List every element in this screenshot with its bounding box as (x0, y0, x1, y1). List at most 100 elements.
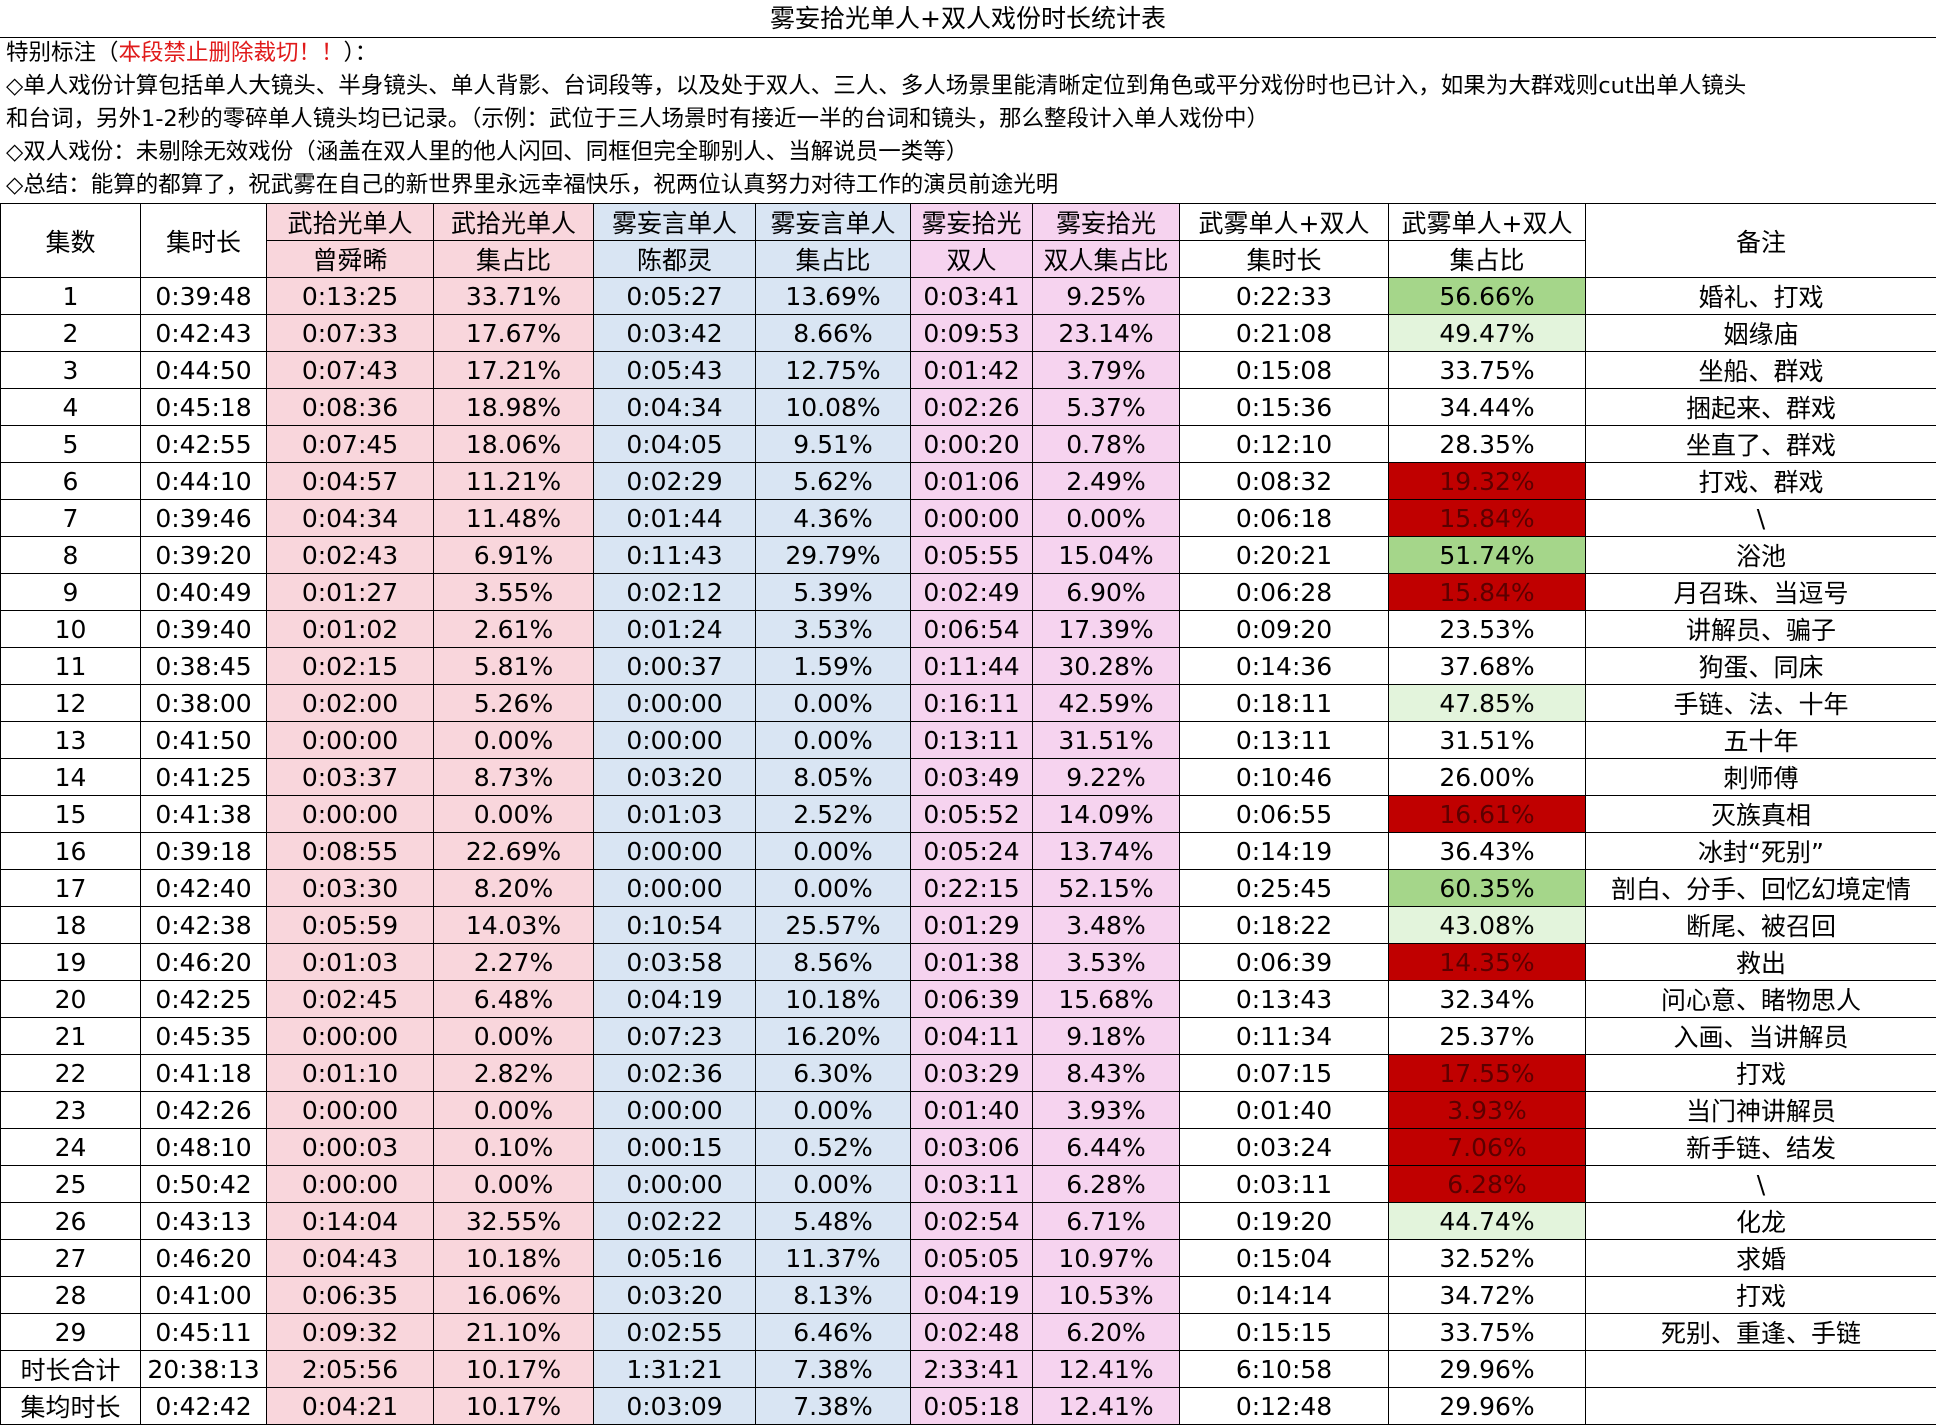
wu-share-cell: 18.98% (434, 389, 594, 426)
remark-cell: 灭族真相 (1586, 796, 1936, 833)
remark-cell: 死别、重逢、手链 (1586, 1314, 1936, 1351)
duo-cell: 0:03:49 (911, 759, 1033, 796)
remark-cell: \ (1586, 500, 1936, 537)
wu-share-cell: 33.71% (434, 278, 594, 315)
episode-cell: 11 (1, 648, 141, 685)
wu-solo-cell: 0:05:59 (267, 907, 434, 944)
total-share-cell: 15.84% (1389, 500, 1586, 537)
wu-share-cell: 5.81% (434, 648, 594, 685)
episode-cell: 12 (1, 685, 141, 722)
wu-solo-cell: 0:02:15 (267, 648, 434, 685)
special-note-prefix: 特别标注（ (6, 40, 119, 66)
total-cell: 0:13:11 (1180, 722, 1389, 759)
duo-cell: 0:03:06 (911, 1129, 1033, 1166)
total-share-cell: 26.00% (1389, 759, 1586, 796)
total-cell: 0:19:20 (1180, 1203, 1389, 1240)
total-share-cell: 15.84% (1389, 574, 1586, 611)
duo-cell: 0:22:15 (911, 870, 1033, 907)
total-share-cell: 23.53% (1389, 611, 1586, 648)
total-cell: 0:15:04 (1180, 1240, 1389, 1277)
remark-cell: 新手链、结发 (1586, 1129, 1936, 1166)
wu-share-cell: 18.06% (434, 426, 594, 463)
episode-cell: 25 (1, 1166, 141, 1203)
remark-cell: 化龙 (1586, 1203, 1936, 1240)
total-cell: 0:03:11 (1180, 1166, 1389, 1203)
duration-cell: 0:39:40 (141, 611, 267, 648)
duo-cell: 0:04:19 (911, 1277, 1033, 1314)
header-wu-actor: 曾舜晞 (267, 241, 434, 278)
wu-share-cell: 0.00% (434, 722, 594, 759)
wuyan-solo-cell: 0:01:24 (594, 611, 756, 648)
duo-cell: 0:13:11 (911, 722, 1033, 759)
wu-solo-cell: 0:01:03 (267, 944, 434, 981)
duration-cell: 0:42:26 (141, 1092, 267, 1129)
duo-share-cell: 42.59% (1033, 685, 1180, 722)
duration-cell: 0:41:38 (141, 796, 267, 833)
wuyan-share-cell: 0.00% (756, 1166, 911, 1203)
wuyan-share-cell: 0.52% (756, 1129, 911, 1166)
total-share-cell: 37.68% (1389, 648, 1586, 685)
remark-cell: 断尾、被召回 (1586, 907, 1936, 944)
total-share-cell: 3.93% (1389, 1092, 1586, 1129)
wuyan-share-cell: 25.57% (756, 907, 911, 944)
header-duo-share-sub: 双人集占比 (1033, 241, 1180, 278)
header-duo: 雾妄拾光 (911, 204, 1033, 241)
total-cell: 0:14:36 (1180, 648, 1389, 685)
duo-cell: 0:05:24 (911, 833, 1033, 870)
wu-solo-cell: 0:07:45 (267, 426, 434, 463)
duo-share-cell: 0.78% (1033, 426, 1180, 463)
wuyan-solo-cell: 0:05:16 (594, 1240, 756, 1277)
duration-cell: 0:39:18 (141, 833, 267, 870)
wuyan-solo-cell: 0:02:36 (594, 1055, 756, 1092)
total-cell: 0:14:19 (1180, 833, 1389, 870)
remark-cell: 坐船、群戏 (1586, 352, 1936, 389)
wuyan-solo-cell: 0:04:34 (594, 389, 756, 426)
episode-cell: 7 (1, 500, 141, 537)
duo-cell: 0:03:29 (911, 1055, 1033, 1092)
remark-cell: 当门神讲解员 (1586, 1092, 1936, 1129)
wuyan-share-cell: 16.20% (756, 1018, 911, 1055)
wu-solo-cell: 0:08:55 (267, 833, 434, 870)
wu-share-cell: 2.27% (434, 944, 594, 981)
wu-solo-cell: 0:03:30 (267, 870, 434, 907)
wuyan-solo-cell: 0:04:19 (594, 981, 756, 1018)
wuyan-share-cell: 0.00% (756, 1092, 911, 1129)
header-wuyan-actor: 陈都灵 (594, 241, 756, 278)
total-cell: 0:11:34 (1180, 1018, 1389, 1055)
wuyan-solo-cell: 0:00:00 (594, 1092, 756, 1129)
wu-solo-cell: 0:01:27 (267, 574, 434, 611)
wuyan-solo-cell: 0:05:27 (594, 278, 756, 315)
wuyan-solo-cell: 0:07:23 (594, 1018, 756, 1055)
wu-solo-cell: 0:00:00 (267, 722, 434, 759)
wu-solo-cell: 0:00:00 (267, 796, 434, 833)
header-wuyan-share: 雾妄言单人 (756, 204, 911, 241)
wu-solo-cell: 0:01:02 (267, 611, 434, 648)
wuyan-solo-cell: 0:05:43 (594, 352, 756, 389)
remark-cell: 月召珠、当逗号 (1586, 574, 1936, 611)
episode-cell: 22 (1, 1055, 141, 1092)
duo-cell: 0:04:11 (911, 1018, 1033, 1055)
total-share-cell: 49.47% (1389, 315, 1586, 352)
total-cell: 0:20:21 (1180, 537, 1389, 574)
duo-share-cell: 8.43% (1033, 1055, 1180, 1092)
total-cell: 0:07:15 (1180, 1055, 1389, 1092)
wuyan-solo-cell: 0:10:54 (594, 907, 756, 944)
wuyan-share-cell: 0.00% (756, 685, 911, 722)
episode-cell: 26 (1, 1203, 141, 1240)
duo-cell: 0:05:55 (911, 537, 1033, 574)
remark-cell: 救出 (1586, 944, 1936, 981)
duo-cell: 0:02:54 (911, 1203, 1033, 1240)
total-cell: 0:06:18 (1180, 500, 1389, 537)
